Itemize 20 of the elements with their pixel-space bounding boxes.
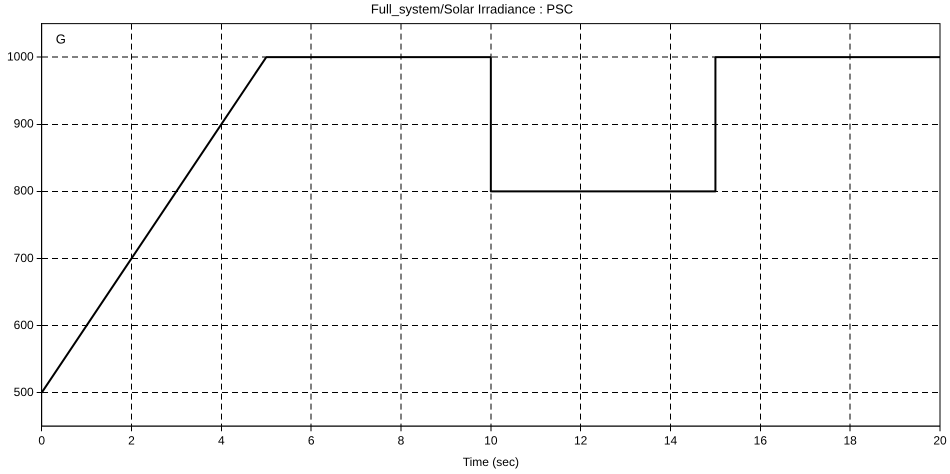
y-tick-label: 1000 (6, 49, 34, 64)
x-tick-label: 2 (128, 434, 136, 448)
x-tick-label: 6 (308, 434, 315, 448)
annotation: G (56, 32, 66, 47)
x-tick-label: 0 (38, 434, 46, 448)
y-tick-label: 800 (14, 184, 34, 198)
x-tick-label: 20 (933, 434, 947, 448)
x-tick-label: 8 (398, 434, 405, 448)
x-tick-label: 4 (218, 434, 226, 448)
y-tick-label: 900 (14, 116, 34, 131)
y-tick-label: 700 (14, 250, 34, 265)
chart-title: Full_system/Solar Irradiance : PSC (370, 1, 574, 16)
x-tick-label: 14 (664, 434, 678, 448)
x-tick-label: 18 (843, 434, 858, 448)
x-tick-label: 10 (484, 434, 498, 448)
y-tick-label: 600 (14, 318, 34, 332)
x-tick-label: 16 (754, 434, 768, 448)
x-tick-label: 12 (574, 434, 588, 448)
x-axis-title: Time (sec) (462, 455, 519, 470)
y-tick-label: 500 (14, 384, 34, 399)
